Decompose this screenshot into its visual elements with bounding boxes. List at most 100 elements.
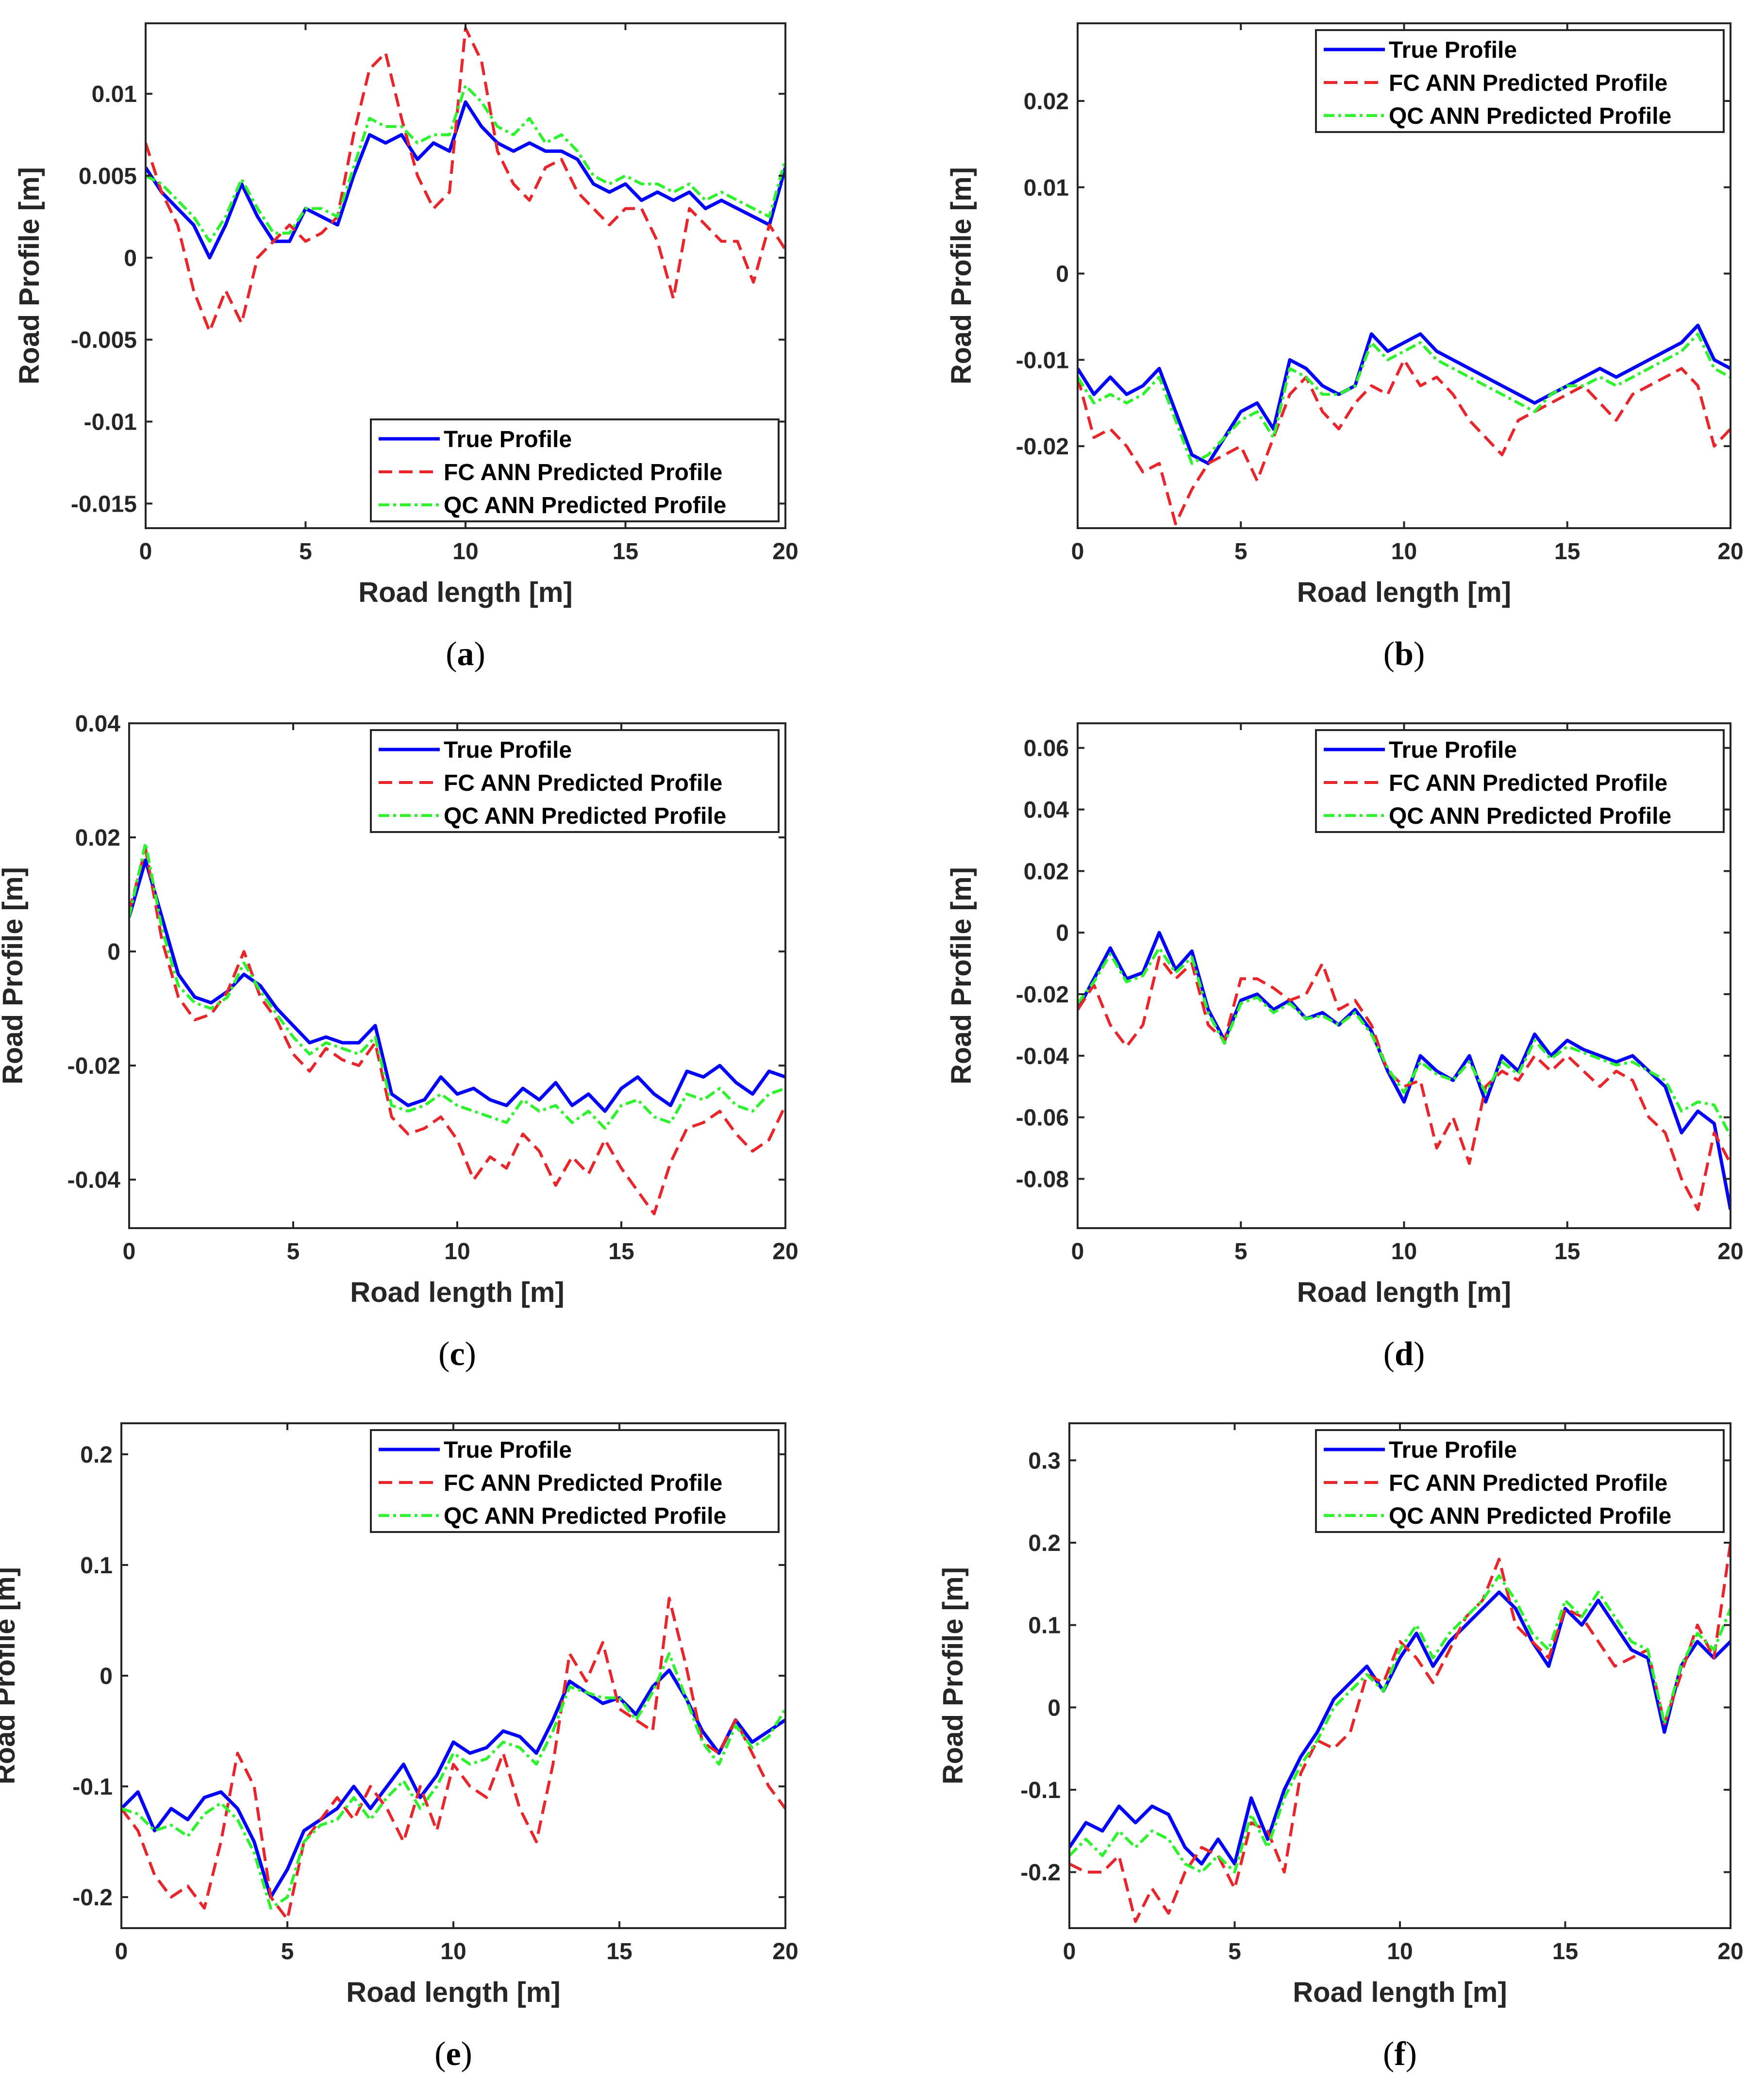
y-tick-label: -0.06 <box>1016 1105 1069 1131</box>
x-tick-label: 5 <box>1234 539 1248 565</box>
y-tick-label: 0 <box>1048 1695 1061 1721</box>
panel-caption: (b) <box>1383 635 1425 673</box>
x-tick-label: 5 <box>1234 1239 1248 1265</box>
x-tick-label: 15 <box>608 1239 634 1265</box>
legend-entry: True Profile <box>1389 37 1517 63</box>
y-tick-label: 0.06 <box>1024 736 1069 762</box>
panel-caption: (d) <box>1383 1335 1425 1373</box>
x-tick-label: 0 <box>1071 539 1084 565</box>
caption-paren: ( <box>446 635 457 673</box>
legend: True Profile FC ANN Predicted Profile QC A… <box>370 418 780 522</box>
x-axis-label: Road length [m] <box>358 577 572 608</box>
legend-entry: QC ANN Predicted Profile <box>1389 1503 1671 1529</box>
series-line-qc-ann-predicted-profile <box>146 84 785 243</box>
y-tick-label: -0.015 <box>71 491 137 517</box>
caption-letter: a <box>457 635 474 673</box>
legend: True Profile FC ANN Predicted Profile QC A… <box>370 729 780 833</box>
x-tick-label: 0 <box>1063 1939 1076 1965</box>
caption-paren: ( <box>1383 1335 1395 1373</box>
x-tick-label: 20 <box>772 1939 798 1965</box>
x-axis-label: Road length [m] <box>1297 577 1511 608</box>
legend: True Profile FC ANN Predicted Profile QC A… <box>1315 729 1725 833</box>
x-tick-label: 5 <box>1228 1939 1241 1965</box>
legend-entry: QC ANN Predicted Profile <box>444 493 726 518</box>
x-tick-label: 10 <box>444 1239 470 1265</box>
caption-paren: ) <box>1414 1335 1425 1373</box>
x-tick-label: 15 <box>613 539 638 565</box>
series-line-qc-ann-predicted-profile <box>1078 333 1731 465</box>
legend: True Profile FC ANN Predicted Profile QC A… <box>370 1429 780 1533</box>
series-line-true-profile <box>121 1668 785 1899</box>
legend-entry: FC ANN Predicted Profile <box>1389 70 1667 96</box>
y-tick-label: 0.3 <box>1028 1448 1061 1474</box>
series-line-true-profile <box>1069 1590 1731 1866</box>
y-tick-label: -0.02 <box>1016 434 1069 460</box>
series-line-fc-ann-predicted-profile <box>129 847 785 1216</box>
legend-entry: QC ANN Predicted Profile <box>1389 803 1671 829</box>
legend-entry: FC ANN Predicted Profile <box>444 1470 722 1496</box>
caption-paren: ) <box>1414 635 1425 673</box>
caption-letter: f <box>1394 2035 1406 2073</box>
caption-letter: d <box>1395 1335 1414 1373</box>
legend-entry: QC ANN Predicted Profile <box>444 803 726 829</box>
x-tick-label: 15 <box>606 1939 632 1965</box>
legend-entry: QC ANN Predicted Profile <box>1389 103 1671 129</box>
y-tick-label: -0.04 <box>1016 1044 1069 1069</box>
y-tick-label: 0.02 <box>1024 89 1069 115</box>
legend-entry: True Profile <box>444 1437 572 1463</box>
y-tick-label: 0.04 <box>1024 798 1069 823</box>
y-tick-label: 0.1 <box>1028 1613 1061 1639</box>
y-tick-label: 0.04 <box>75 711 121 737</box>
series-line-fc-ann-predicted-profile <box>1078 956 1731 1211</box>
y-tick-label: -0.01 <box>1016 348 1069 373</box>
chart-panel-c: 0 5 10 15 20 -0.04 -0.02 0 0.02 0.04 Road length [… <box>0 711 799 1373</box>
y-tick-label: -0.2 <box>72 1885 113 1911</box>
series-line-fc-ann-predicted-profile <box>1078 358 1731 526</box>
x-tick-label: 10 <box>1387 1939 1413 1965</box>
x-axis-label: Road length [m] <box>346 1977 560 2008</box>
y-tick-label: -0.01 <box>84 410 137 435</box>
chart-panel-f: 0 5 10 15 20 -0.2 -0.1 0 0.1 0.2 0.3 Road length [m… <box>937 1422 1744 2073</box>
x-tick-label: 0 <box>139 539 152 565</box>
chart-panel-b: 0 5 10 15 20 -0.02 -0.01 0 0.01 0.02 Road length [… <box>946 22 1744 673</box>
series-line-qc-ann-predicted-profile <box>129 841 785 1130</box>
y-tick-label: 0 <box>1056 262 1069 287</box>
x-axis-label: Road length [m] <box>1293 1977 1507 2008</box>
x-axis-label: Road length [m] <box>350 1277 564 1308</box>
series-line-true-profile <box>1078 323 1731 466</box>
x-tick-label: 5 <box>281 1939 294 1965</box>
y-tick-label: -0.1 <box>1020 1778 1061 1803</box>
x-tick-label: 10 <box>1391 539 1417 565</box>
y-tick-label: -0.1 <box>72 1774 113 1800</box>
y-axis-label: Road Profile [m] <box>946 167 977 384</box>
y-tick-label: -0.02 <box>1016 982 1069 1008</box>
y-tick-label: 0.005 <box>79 164 137 189</box>
y-tick-label: -0.005 <box>71 328 137 353</box>
y-axis-label: Road Profile [m] <box>14 167 45 384</box>
series-line-fc-ann-predicted-profile <box>1069 1542 1731 1923</box>
y-tick-label: 0.2 <box>80 1442 113 1468</box>
series-line-qc-ann-predicted-profile <box>121 1652 785 1910</box>
y-axis-label: Road Profile [m] <box>937 1567 969 1784</box>
y-axis-label: Road Profile [m] <box>0 867 29 1084</box>
series-line-true-profile <box>146 100 785 260</box>
series-line-true-profile <box>1078 931 1731 1210</box>
legend-entry: FC ANN Predicted Profile <box>444 460 722 485</box>
series-line-qc-ann-predicted-profile <box>1069 1574 1731 1874</box>
legend-entry: FC ANN Predicted Profile <box>1389 770 1667 796</box>
x-tick-label: 20 <box>772 1239 798 1265</box>
x-tick-label: 15 <box>1554 539 1580 565</box>
caption-paren: ) <box>461 2035 472 2073</box>
y-tick-label: 0 <box>1056 920 1069 946</box>
legend-entry: FC ANN Predicted Profile <box>444 770 722 796</box>
x-tick-label: 20 <box>1717 1239 1743 1265</box>
series-line-true-profile <box>129 858 785 1113</box>
x-tick-label: 10 <box>452 539 478 565</box>
caption-paren: ( <box>434 2035 446 2073</box>
x-tick-label: 0 <box>115 1939 128 1965</box>
y-tick-label: -0.2 <box>1020 1860 1061 1886</box>
series-line-qc-ann-predicted-profile <box>1078 946 1731 1137</box>
y-tick-label: 0.01 <box>1024 175 1069 201</box>
chart-panel-a: 0 5 10 15 20 -0.015 -0.01 -0.005 0 0.005 0.01 Road … <box>14 22 799 673</box>
